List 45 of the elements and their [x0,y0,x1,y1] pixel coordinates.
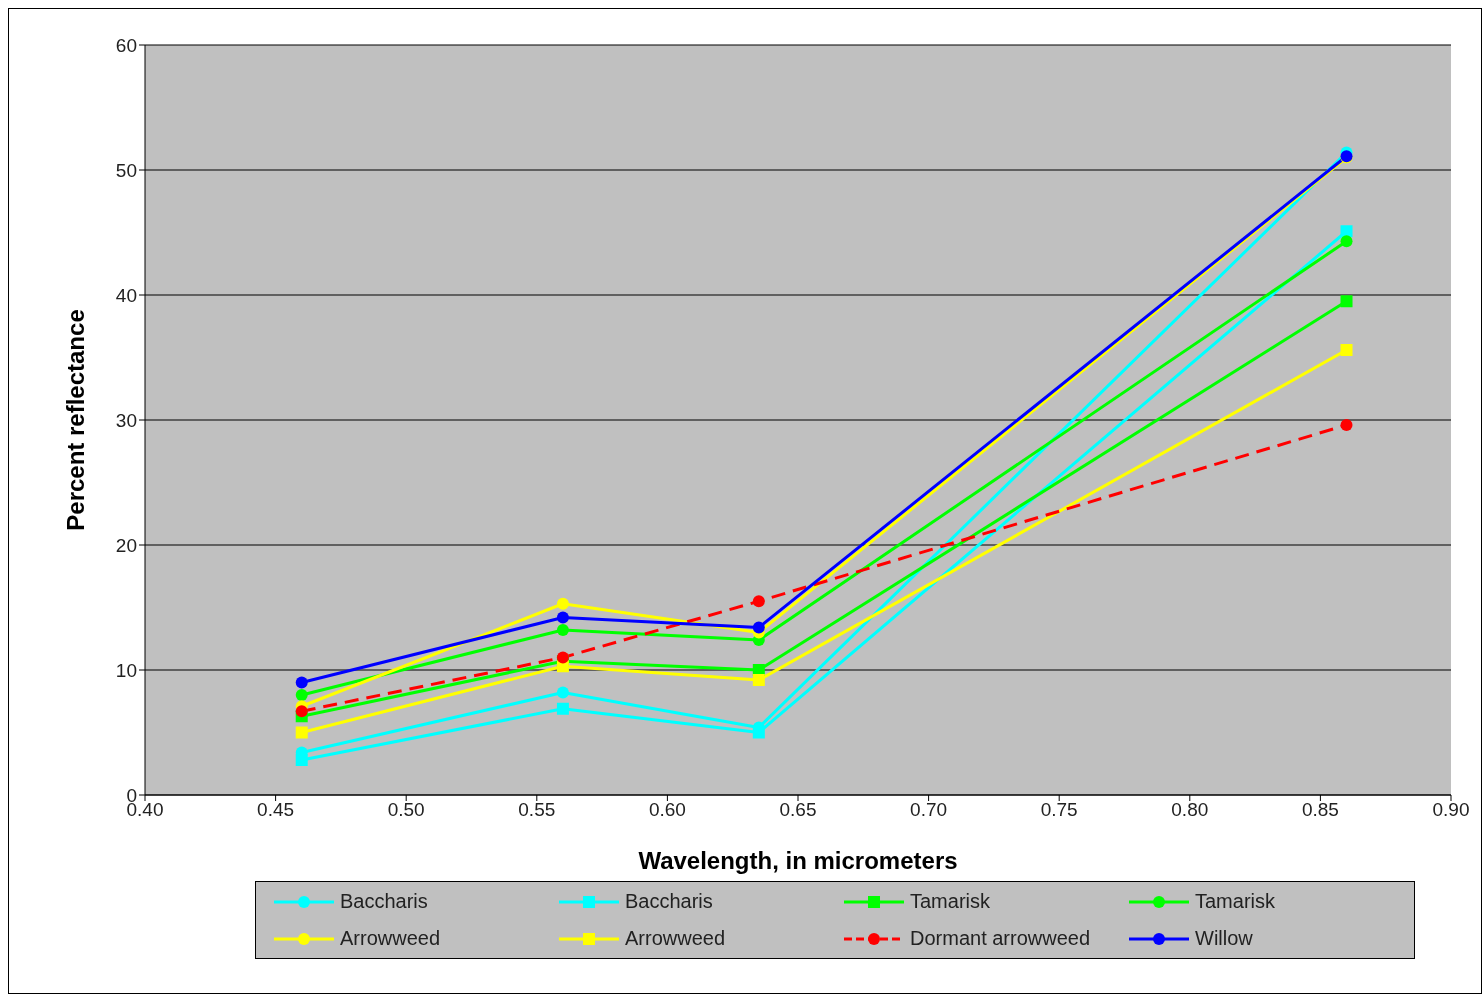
point [295,676,308,689]
x-tick-label: 0.85 [1301,799,1339,821]
y-tick-label: 50 [115,159,137,181]
x-tick-label: 0.75 [1040,799,1078,821]
point [556,651,569,664]
point [752,595,765,608]
point [1340,344,1353,356]
point [556,686,569,699]
point [556,702,569,715]
point [556,611,569,624]
legend-label: Tamarisk [1195,890,1276,913]
point [295,754,308,766]
x-axis-title: Wavelength, in micrometers [638,847,958,874]
y-tick-label: 10 [115,659,137,681]
y-tick-label: 60 [115,34,137,56]
y-tick-label: 20 [115,534,137,556]
x-tick-label: 0.90 [1432,799,1470,821]
x-tick-label: 0.50 [387,799,425,821]
x-tick-label: 0.80 [1171,799,1209,821]
point [752,621,765,634]
point [1340,419,1353,431]
point [556,624,569,636]
y-tick-label: 40 [115,284,137,306]
point [1340,235,1353,248]
legend-label: Tamarisk [910,890,991,913]
x-tick-label: 0.45 [257,799,295,821]
point [295,705,308,718]
point [295,689,308,701]
legend-label: Baccharis [340,890,428,913]
point [1340,295,1353,308]
x-tick-label: 0.55 [518,799,556,821]
x-tick-label: 0.60 [648,799,686,821]
y-axis-title: Percent reflectance [61,309,89,531]
y-tick-label: 30 [115,409,137,431]
point [752,674,765,686]
legend-label: Baccharis [625,890,713,913]
point [556,597,569,610]
point [1340,225,1353,238]
x-tick-label: 0.70 [910,799,948,821]
x-tick-label: 0.65 [779,799,817,821]
legend-label: Dormant arrowweed [910,927,1091,950]
legend-label: Arrowweed [340,927,441,950]
legend-label: Willow [1195,927,1253,950]
legend-label: Arrowweed [625,927,726,950]
point [295,726,308,739]
